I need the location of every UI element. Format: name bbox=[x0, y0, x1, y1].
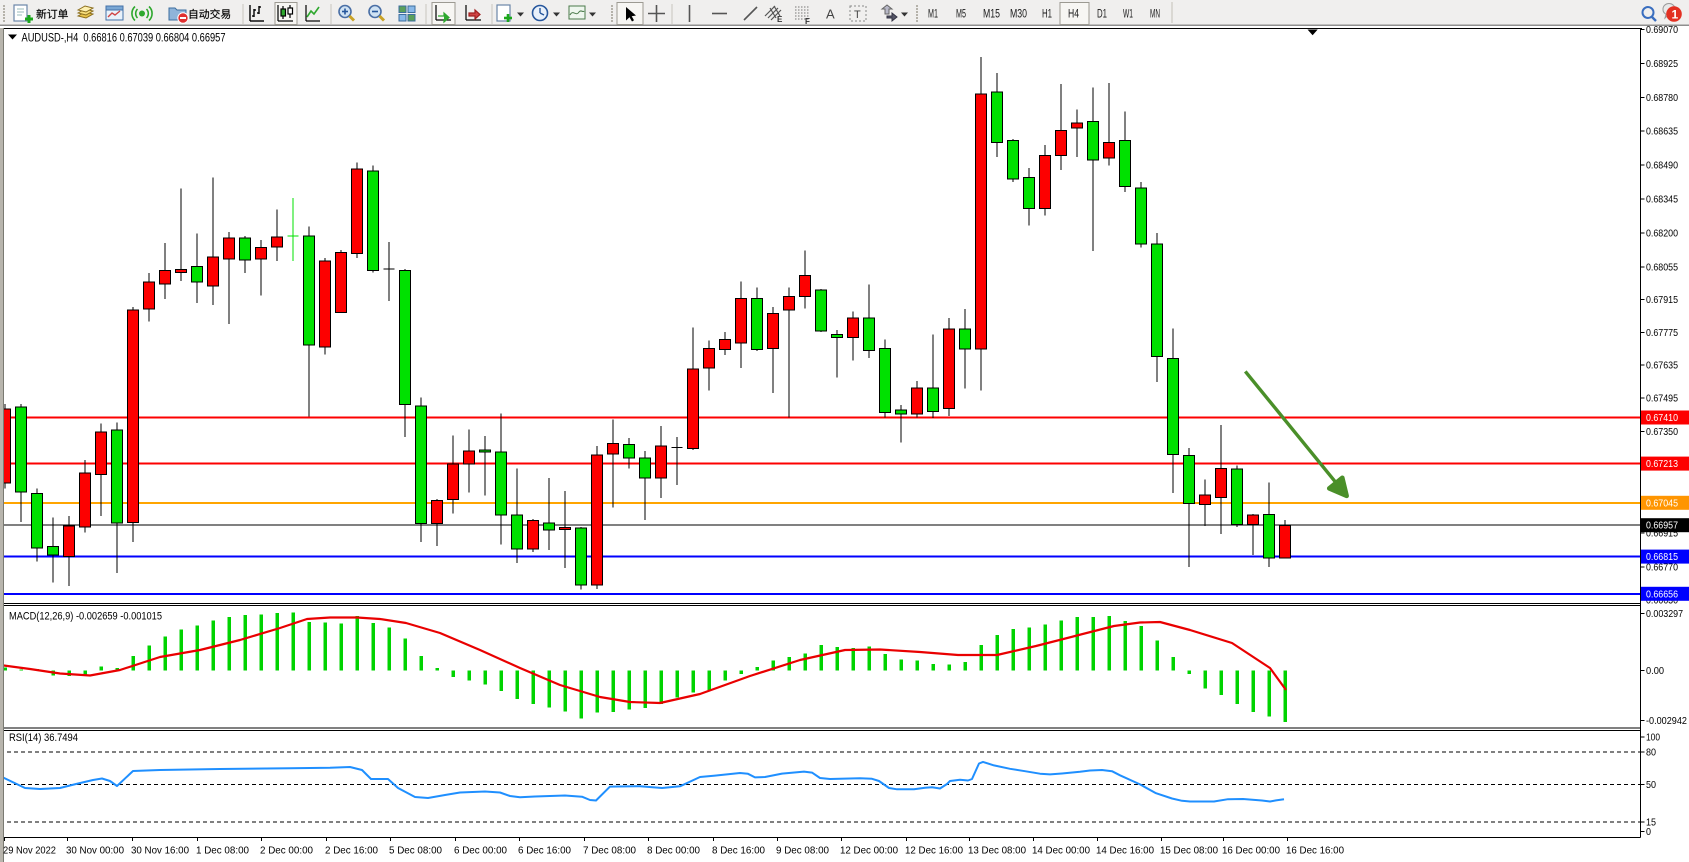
svg-text:-0.002942: -0.002942 bbox=[1646, 715, 1687, 727]
svg-text:0.003297: 0.003297 bbox=[1646, 608, 1683, 620]
svg-text:M5: M5 bbox=[956, 9, 966, 21]
svg-text:0.67350: 0.67350 bbox=[1646, 426, 1678, 438]
svg-text:2 Dec 16:00: 2 Dec 16:00 bbox=[325, 845, 378, 857]
svg-text:12 Dec 16:00: 12 Dec 16:00 bbox=[905, 845, 963, 857]
svg-text:29 Nov 2022: 29 Nov 2022 bbox=[3, 845, 56, 857]
svg-text:A: A bbox=[826, 7, 835, 22]
svg-text:16 Dec 00:00: 16 Dec 00:00 bbox=[1222, 845, 1280, 857]
svg-text:1 Dec 08:00: 1 Dec 08:00 bbox=[196, 845, 249, 857]
svg-text:H4: H4 bbox=[1068, 9, 1079, 21]
svg-text:W1: W1 bbox=[1123, 9, 1133, 21]
svg-text:7 Dec 08:00: 7 Dec 08:00 bbox=[583, 845, 636, 857]
svg-text:D1: D1 bbox=[1097, 9, 1107, 21]
svg-text:0: 0 bbox=[1646, 826, 1651, 838]
svg-text:E: E bbox=[777, 15, 783, 24]
svg-text:RSI(14) 36.7494: RSI(14) 36.7494 bbox=[9, 732, 78, 744]
svg-text:MN: MN bbox=[1150, 9, 1160, 21]
svg-text:14 Dec 16:00: 14 Dec 16:00 bbox=[1096, 845, 1154, 857]
svg-text:T: T bbox=[854, 9, 861, 21]
svg-text:6 Dec 16:00: 6 Dec 16:00 bbox=[518, 845, 571, 857]
svg-text:15: 15 bbox=[1646, 817, 1656, 829]
svg-text:0.66957: 0.66957 bbox=[1646, 520, 1678, 532]
svg-text:0.68490: 0.68490 bbox=[1646, 160, 1678, 172]
svg-text:0.67495: 0.67495 bbox=[1646, 392, 1678, 404]
svg-text:13 Dec 08:00: 13 Dec 08:00 bbox=[968, 845, 1026, 857]
svg-text:8 Dec 00:00: 8 Dec 00:00 bbox=[647, 845, 700, 857]
svg-text:15 Dec 08:00: 15 Dec 08:00 bbox=[1160, 845, 1218, 857]
svg-text:12 Dec 00:00: 12 Dec 00:00 bbox=[840, 845, 898, 857]
svg-text:5 Dec 08:00: 5 Dec 08:00 bbox=[389, 845, 442, 857]
svg-text:0.67410: 0.67410 bbox=[1646, 412, 1678, 424]
svg-text:0.68635: 0.68635 bbox=[1646, 126, 1678, 138]
svg-text:14 Dec 00:00: 14 Dec 00:00 bbox=[1032, 845, 1090, 857]
svg-text:M15: M15 bbox=[983, 9, 1000, 21]
svg-text:0.68345: 0.68345 bbox=[1646, 194, 1678, 206]
svg-text:0.66770: 0.66770 bbox=[1646, 562, 1678, 574]
svg-text:0.00: 0.00 bbox=[1646, 665, 1664, 677]
svg-text:80: 80 bbox=[1646, 747, 1656, 759]
svg-text:2 Dec 00:00: 2 Dec 00:00 bbox=[260, 845, 313, 857]
svg-text:0.66656: 0.66656 bbox=[1646, 588, 1678, 600]
svg-text:8 Dec 16:00: 8 Dec 16:00 bbox=[712, 845, 765, 857]
svg-text:0.67635: 0.67635 bbox=[1646, 360, 1678, 372]
svg-text:0.68055: 0.68055 bbox=[1646, 261, 1678, 273]
svg-text:0.67915: 0.67915 bbox=[1646, 294, 1678, 306]
svg-text:0.68780: 0.68780 bbox=[1646, 92, 1678, 104]
svg-text:0.68200: 0.68200 bbox=[1646, 227, 1678, 239]
svg-text:9 Dec 08:00: 9 Dec 08:00 bbox=[776, 845, 829, 857]
svg-text:F: F bbox=[805, 17, 810, 26]
svg-text:1: 1 bbox=[1672, 8, 1679, 22]
svg-text:6 Dec 00:00: 6 Dec 00:00 bbox=[454, 845, 507, 857]
svg-text:16 Dec 16:00: 16 Dec 16:00 bbox=[1286, 845, 1344, 857]
svg-text:0.67775: 0.67775 bbox=[1646, 327, 1678, 339]
svg-text:30 Nov 00:00: 30 Nov 00:00 bbox=[66, 845, 124, 857]
svg-text:AUDUSD-,H4 0.66816 0.67039 0.: AUDUSD-,H4 0.66816 0.67039 0.66804 0.669… bbox=[22, 33, 226, 45]
svg-text:MACD(12,26,9) -0.002659 -0.001: MACD(12,26,9) -0.002659 -0.001015 bbox=[9, 611, 162, 623]
svg-text:0.67045: 0.67045 bbox=[1646, 497, 1678, 509]
svg-text:H1: H1 bbox=[1042, 9, 1052, 21]
svg-text:0.68925: 0.68925 bbox=[1646, 58, 1678, 70]
svg-text:M30: M30 bbox=[1010, 9, 1027, 21]
svg-text:30 Nov 16:00: 30 Nov 16:00 bbox=[131, 845, 189, 857]
svg-text:0.66815: 0.66815 bbox=[1646, 551, 1678, 563]
svg-text:100: 100 bbox=[1646, 732, 1660, 744]
svg-text:M1: M1 bbox=[928, 9, 938, 21]
svg-text:50: 50 bbox=[1646, 779, 1656, 791]
svg-text:0.67213: 0.67213 bbox=[1646, 458, 1678, 470]
svg-text:0.69070: 0.69070 bbox=[1646, 25, 1678, 36]
